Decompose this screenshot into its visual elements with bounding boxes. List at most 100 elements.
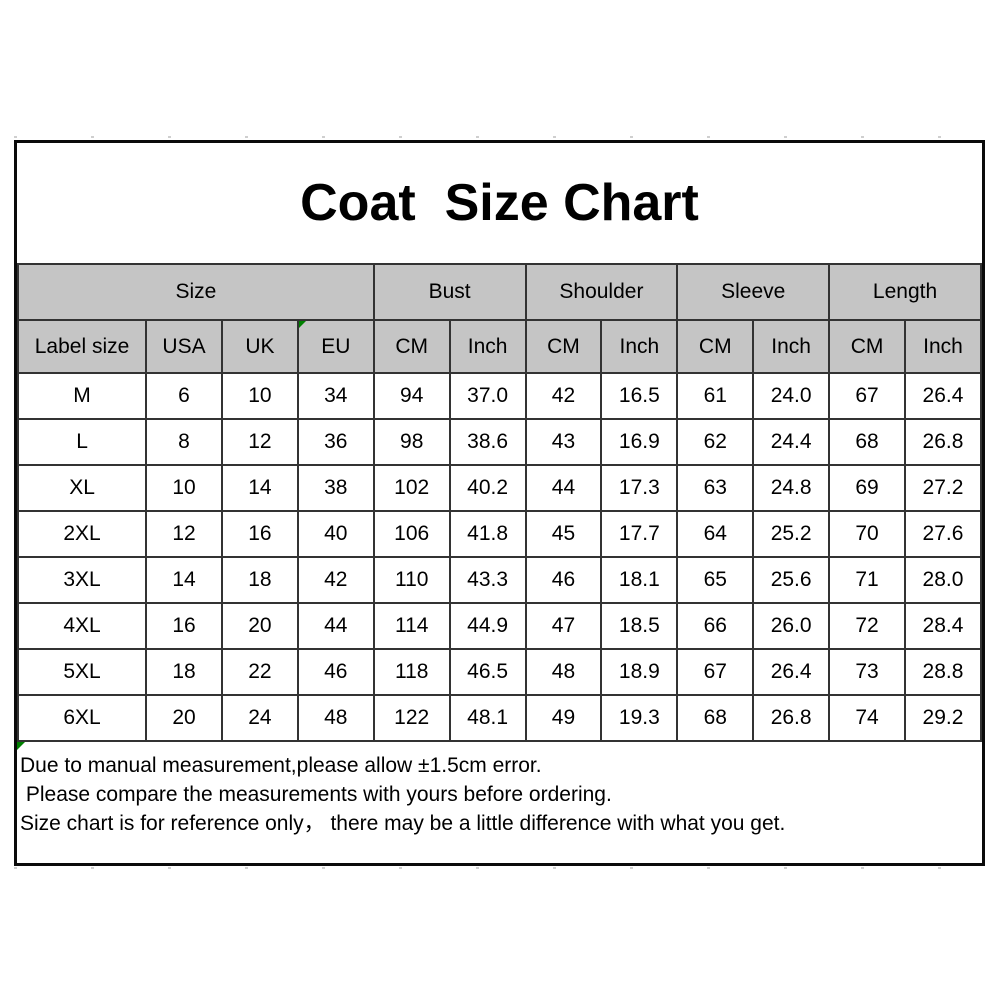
cell-error-indicator-icon xyxy=(299,322,306,328)
measurement-cell: 20 xyxy=(145,694,223,742)
column-header-cell: Label size xyxy=(16,319,148,374)
note-line-3: Size chart is for reference only， there … xyxy=(20,812,786,835)
measurement-cell: 44.9 xyxy=(448,602,527,650)
label-size-cell: 5XL xyxy=(16,648,148,696)
measurement-cell: 67 xyxy=(828,372,906,420)
size-table-body: M 6 10 34 94 37.0 42 16.5 61 24.0 67 26.4 L 8 12 36 98 38… xyxy=(16,372,983,742)
measurement-cell: 44 xyxy=(524,464,603,512)
measurement-cell: 66 xyxy=(676,602,755,650)
measurement-cell: 26.8 xyxy=(752,694,831,742)
column-header-cell: CM xyxy=(524,319,603,374)
note-line-2: Please compare the measurements with you… xyxy=(20,783,612,806)
measurement-cell: 69 xyxy=(828,464,906,512)
measurement-cell: 46.5 xyxy=(448,648,527,696)
column-header-cell: CM xyxy=(676,319,755,374)
measurement-cell: 62 xyxy=(676,418,755,466)
measurement-cell: 110 xyxy=(372,556,451,604)
measurement-cell: 67 xyxy=(676,648,755,696)
measurement-cell: 8 xyxy=(145,418,223,466)
cell-error-indicator-icon xyxy=(17,742,25,750)
measurement-cell: 68 xyxy=(828,418,906,466)
chart-title: Coat Size Chart xyxy=(300,174,699,232)
group-header-size: Size xyxy=(17,263,375,321)
label-size-cell: M xyxy=(16,372,148,420)
measurement-cell: 114 xyxy=(372,602,451,650)
measurement-cell: 22 xyxy=(220,648,299,696)
measurement-cell: 94 xyxy=(372,372,451,420)
column-header-cell: Inch xyxy=(903,319,983,374)
measurement-cell: 28.4 xyxy=(903,602,983,650)
measurement-cell: 18.9 xyxy=(600,648,679,696)
measurement-cell: 44 xyxy=(296,602,375,650)
measurement-cell: 18.5 xyxy=(600,602,679,650)
size-table: Size Bust Shoulder Sleeve Length Label size U… xyxy=(16,263,983,742)
measurement-cell: 16.5 xyxy=(600,372,679,420)
measurement-cell: 14 xyxy=(220,464,299,512)
measurement-cell: 17.7 xyxy=(600,510,679,558)
measurement-cell: 41.8 xyxy=(448,510,527,558)
group-header-length: Length xyxy=(828,263,982,321)
measurement-cell: 26.4 xyxy=(903,372,983,420)
measurement-cell: 48.1 xyxy=(448,694,527,742)
measurement-cell: 63 xyxy=(676,464,755,512)
table-row: 5XL 18 22 46 118 46.5 48 18.9 67 26.4 73 28.8 xyxy=(16,648,983,696)
measurement-cell: 64 xyxy=(676,510,755,558)
measurement-cell: 6 xyxy=(145,372,223,420)
measurement-cell: 28.8 xyxy=(903,648,983,696)
table-row: 6XL 20 24 48 122 48.1 49 19.3 68 26.8 74 29.2 xyxy=(16,694,983,742)
measurement-cell: 73 xyxy=(828,648,906,696)
column-header-cell: Inch xyxy=(448,319,527,374)
measurement-cell: 25.6 xyxy=(752,556,831,604)
measurement-cell: 12 xyxy=(145,510,223,558)
table-row: XL 10 14 38 102 40.2 44 17.3 63 24.8 69 27.2 xyxy=(16,464,983,512)
sub-header-row: Label size USA UK EU CM Inch CM Inch CM Inch CM Inc… xyxy=(16,319,983,374)
measurement-cell: 16.9 xyxy=(600,418,679,466)
measurement-cell: 72 xyxy=(828,602,906,650)
measurement-cell: 17.3 xyxy=(600,464,679,512)
measurement-cell: 102 xyxy=(372,464,451,512)
measurement-cell: 19.3 xyxy=(600,694,679,742)
measurement-cell: 46 xyxy=(524,556,603,604)
measurement-cell: 18.1 xyxy=(600,556,679,604)
measurement-cell: 12 xyxy=(220,418,299,466)
measurement-cell: 26.8 xyxy=(903,418,983,466)
group-header-shoulder: Shoulder xyxy=(524,263,679,321)
label-size-cell: 2XL xyxy=(16,510,148,558)
measurement-cell: 16 xyxy=(220,510,299,558)
spreadsheet-gridline-ticks-top xyxy=(14,136,985,138)
notes-block: Due to manual measurement,please allow ±… xyxy=(17,742,982,863)
measurement-cell: 18 xyxy=(145,648,223,696)
measurement-cell: 40 xyxy=(296,510,375,558)
measurement-cell: 122 xyxy=(372,694,451,742)
table-row: M 6 10 34 94 37.0 42 16.5 61 24.0 67 26.4 xyxy=(16,372,983,420)
measurement-cell: 70 xyxy=(828,510,906,558)
table-row: L 8 12 36 98 38.6 43 16.9 62 24.4 68 26.8 xyxy=(16,418,983,466)
measurement-cell: 43.3 xyxy=(448,556,527,604)
measurement-cell: 18 xyxy=(220,556,299,604)
column-header-cell: EU xyxy=(296,319,375,374)
measurement-cell: 106 xyxy=(372,510,451,558)
spreadsheet-gridline-ticks-bottom xyxy=(14,867,985,869)
group-header-row: Size Bust Shoulder Sleeve Length xyxy=(17,263,982,321)
measurement-cell: 48 xyxy=(296,694,375,742)
measurement-cell: 42 xyxy=(296,556,375,604)
measurement-cell: 48 xyxy=(524,648,603,696)
table-head: Size Bust Shoulder Sleeve Length Label size U… xyxy=(16,263,983,374)
column-header-cell: Inch xyxy=(600,319,679,374)
column-header-cell: USA xyxy=(145,319,223,374)
label-size-cell: XL xyxy=(16,464,148,512)
measurement-cell: 10 xyxy=(220,372,299,420)
measurement-cell: 27.2 xyxy=(903,464,983,512)
measurement-cell: 28.0 xyxy=(903,556,983,604)
measurement-cell: 98 xyxy=(372,418,451,466)
measurement-cell: 34 xyxy=(296,372,375,420)
label-size-cell: 4XL xyxy=(16,602,148,650)
label-size-cell: 3XL xyxy=(16,556,148,604)
group-header-sleeve: Sleeve xyxy=(676,263,831,321)
measurement-cell: 40.2 xyxy=(448,464,527,512)
measurement-cell: 10 xyxy=(145,464,223,512)
measurement-cell: 26.4 xyxy=(752,648,831,696)
measurement-cell: 47 xyxy=(524,602,603,650)
measurement-cell: 71 xyxy=(828,556,906,604)
measurement-cell: 24.0 xyxy=(752,372,831,420)
